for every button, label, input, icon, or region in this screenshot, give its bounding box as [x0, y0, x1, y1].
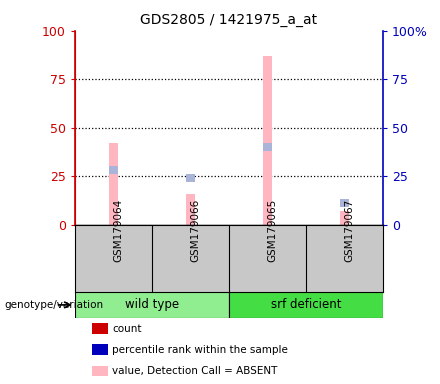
Text: genotype/variation: genotype/variation [4, 300, 103, 310]
Text: GSM179067: GSM179067 [345, 199, 354, 262]
Text: GSM179066: GSM179066 [191, 199, 200, 262]
Bar [109, 167, 118, 174]
Bar [75, 292, 229, 318]
Bar [186, 174, 195, 182]
Bar [340, 199, 349, 207]
Text: count: count [112, 324, 142, 334]
Bar [109, 143, 118, 225]
Text: GSM179065: GSM179065 [268, 199, 277, 262]
Bar [229, 292, 383, 318]
Bar [186, 194, 195, 225]
Text: srf deficient: srf deficient [271, 298, 341, 311]
Text: GSM179064: GSM179064 [114, 199, 123, 262]
Text: wild type: wild type [125, 298, 179, 311]
Text: percentile rank within the sample: percentile rank within the sample [112, 345, 288, 355]
Bar [340, 211, 349, 225]
Text: value, Detection Call = ABSENT: value, Detection Call = ABSENT [112, 366, 278, 376]
Bar [263, 56, 272, 225]
Bar [263, 143, 272, 151]
Title: GDS2805 / 1421975_a_at: GDS2805 / 1421975_a_at [140, 13, 317, 27]
